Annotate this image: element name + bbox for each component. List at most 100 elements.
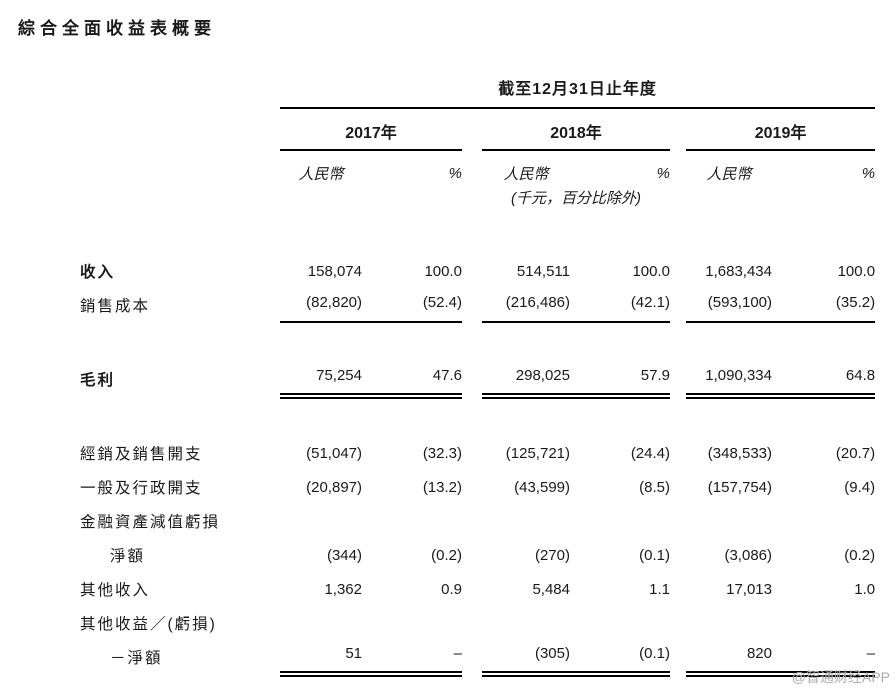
- cell-value: 100.0: [424, 262, 462, 280]
- cell-value: 1,683,434: [705, 262, 772, 280]
- cell-value: 1,090,334: [686, 362, 772, 399]
- cell-value: 298,025: [482, 362, 570, 399]
- cell-value: (0.1): [639, 546, 670, 564]
- cell-value: –: [362, 640, 462, 677]
- header-gap-row: [18, 208, 875, 254]
- table-row: 毛利 75,254 47.6 298,025 57.9 1,090,334 64.8: [18, 362, 876, 399]
- cell-value: (24.4): [630, 444, 670, 462]
- year-header-2019: 2019年: [686, 108, 876, 151]
- cell-value: (82,820): [280, 288, 362, 323]
- row-label: 其他收入: [80, 582, 151, 599]
- column-gap: [670, 362, 686, 396]
- cell-value: [686, 504, 772, 538]
- cell-value: [482, 504, 570, 538]
- section-spacer-row: [18, 322, 875, 362]
- cell-value: (0.2): [431, 546, 462, 564]
- table-row: 一般及行政開支 (20,897) (13.2) (43,599) (8.5) (157,7…: [18, 470, 875, 504]
- note-spacer: [686, 184, 875, 208]
- percent-header: %: [861, 165, 876, 182]
- period-header-row: 截至12月31日止年度: [18, 75, 876, 109]
- cell-value: (157,754): [707, 478, 772, 496]
- cell-value: (305): [482, 640, 570, 677]
- cell-value: (20.7): [835, 444, 876, 462]
- column-gap: [670, 470, 686, 504]
- cell-value: (13.2): [422, 478, 462, 496]
- column-gap: [670, 108, 686, 150]
- cell-value: (42.1): [570, 288, 670, 323]
- cell-value: (125,721): [505, 444, 570, 462]
- document-page: 綜合全面收益表概要 截至12月31日止年度 2017年 2018年: [0, 14, 896, 691]
- percent-header: %: [448, 165, 462, 182]
- watermark: @智通财经APP: [791, 669, 890, 685]
- cell-value: 64.8: [772, 362, 876, 399]
- column-gap: [462, 606, 482, 640]
- cell-value: (9.4): [844, 478, 876, 496]
- row-label: 一般及行政開支: [80, 480, 203, 497]
- cell-value: (3,086): [724, 546, 772, 564]
- year-header-2018: 2018年: [482, 108, 670, 151]
- cell-value: 5,484: [532, 580, 570, 598]
- row-label: 銷售成本: [80, 298, 151, 315]
- cell-value: 57.9: [570, 362, 670, 399]
- cell-value: [772, 606, 875, 640]
- cell-value: 75,254: [280, 362, 362, 399]
- table-body: 收入 158,074 100.0 514,511 100.0 1,683,434 100.0…: [18, 254, 876, 677]
- cell-value: (270): [534, 546, 570, 564]
- column-gap: [670, 184, 686, 208]
- cell-value: 1,362: [324, 580, 362, 598]
- column-gap: [462, 470, 482, 504]
- column-gap: [670, 150, 686, 184]
- row-label: 金融資產減值虧損: [80, 514, 221, 531]
- currency-header: 人民幣: [503, 166, 549, 183]
- table-row: 經銷及銷售開支 (51,047) (32.3) (125,721) (24.4) (348…: [18, 436, 875, 470]
- cell-value: (32.3): [422, 444, 462, 462]
- cell-value: 51: [280, 640, 362, 677]
- column-gap: [462, 362, 482, 396]
- cell-value: (593,100): [686, 288, 772, 323]
- cell-value: [280, 504, 362, 538]
- cell-value: 158,074: [307, 262, 362, 280]
- column-gap: [462, 108, 482, 150]
- cell-value: (8.5): [639, 478, 670, 496]
- column-gap: [462, 254, 482, 288]
- column-gap: [462, 504, 482, 538]
- table-row: 收入 158,074 100.0 514,511 100.0 1,683,434 100.0: [18, 254, 875, 288]
- cell-value: [280, 606, 362, 640]
- gap-cell: [18, 208, 875, 254]
- gap-cell: [18, 396, 875, 436]
- column-gap: [670, 436, 686, 470]
- year-header-row: 2017年 2018年 2019年: [18, 108, 876, 151]
- column-gap: [462, 538, 482, 572]
- note-spacer: [280, 184, 462, 208]
- column-gap: [670, 538, 686, 572]
- label-column-spacer: [18, 184, 280, 208]
- row-label: 毛利: [80, 372, 116, 389]
- column-gap: [462, 288, 482, 322]
- column-gap: [462, 640, 482, 674]
- cell-value: (51,047): [306, 444, 362, 462]
- cell-value: (0.1): [570, 640, 670, 677]
- cell-value: [686, 606, 772, 640]
- table-row: 銷售成本 (82,820) (52.4) (216,486) (42.1) (593,10…: [18, 288, 876, 323]
- column-header-row: 人民幣 % 人民幣 % 人民幣 %: [18, 150, 875, 184]
- column-gap: [462, 436, 482, 470]
- column-gap: [670, 288, 686, 322]
- cell-value: 1.1: [649, 580, 670, 598]
- row-label: 收入: [80, 264, 116, 281]
- table-row: 其他收入 1,362 0.9 5,484 1.1 17,013 1.0: [18, 572, 875, 606]
- label-column-spacer: [18, 75, 280, 108]
- currency-header: 人民幣: [298, 166, 344, 183]
- table-row: 金融資產減值虧損: [18, 504, 875, 538]
- column-gap: [670, 606, 686, 640]
- label-column-spacer: [18, 150, 280, 184]
- income-statement-table: 截至12月31日止年度 2017年 2018年 2019年 人民幣 % 人民幣 …: [18, 75, 876, 677]
- cell-value: (52.4): [362, 288, 462, 323]
- column-gap: [670, 572, 686, 606]
- column-gap: [462, 150, 482, 184]
- cell-value: 1.0: [854, 580, 876, 598]
- cell-value: [362, 504, 462, 538]
- section-spacer-row: [18, 396, 875, 436]
- cell-value: [362, 606, 462, 640]
- cell-value: [570, 606, 670, 640]
- cell-value: 17,013: [726, 580, 772, 598]
